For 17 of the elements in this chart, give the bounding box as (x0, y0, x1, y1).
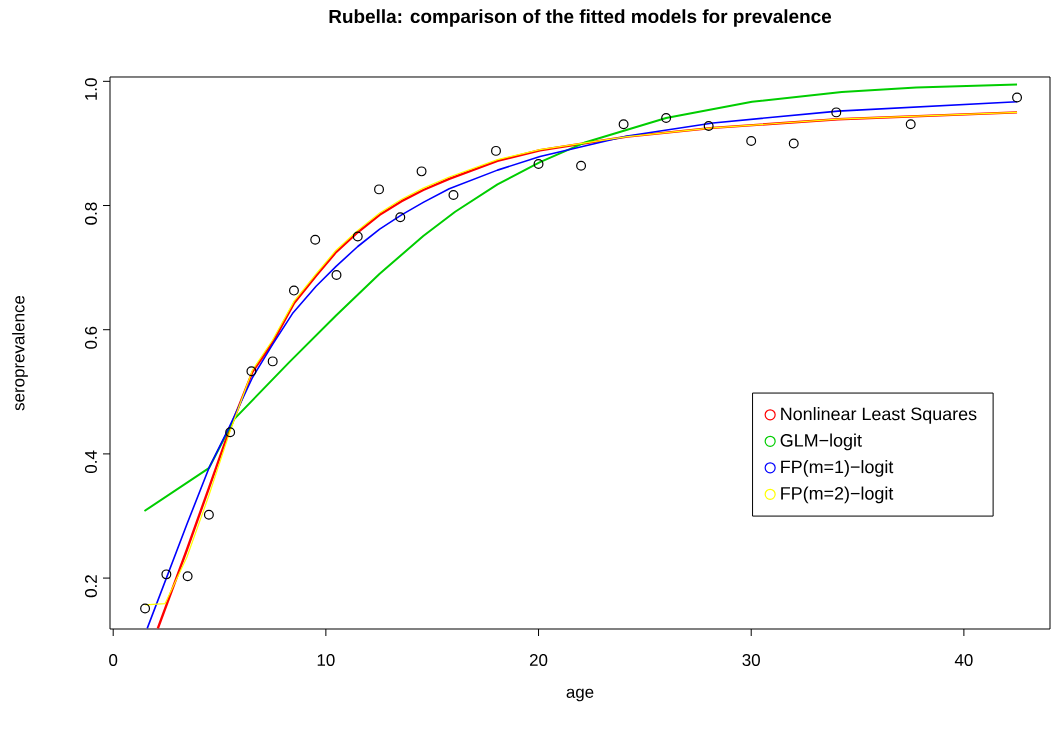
x-axis-title: age (566, 688, 594, 702)
x-tick-label: 40 (954, 654, 973, 667)
legend-label: FP(m=2)−logit (781, 486, 894, 504)
x-tick-label: 0 (109, 654, 118, 667)
y-tick-label: 1.0 (84, 78, 97, 100)
x-tick-label: 30 (742, 654, 760, 667)
legend-label: FP(m=1)−logit (781, 460, 894, 477)
y-tick-label: 0.4 (84, 450, 97, 474)
legend-label: Nonlinear Least Squares (781, 407, 977, 424)
y-tick-label: 0.6 (84, 326, 97, 349)
x-tick-label: 20 (529, 654, 548, 667)
y-axis-title: seroprevalence (12, 295, 28, 411)
chart-title: Rubella: comparison of the fitted models for prevalence (329, 9, 832, 27)
y-tick-label: 0.2 (84, 575, 97, 598)
x-tick-label: 10 (317, 654, 335, 667)
y-tick-label: 0.8 (84, 202, 97, 225)
legend-label: GLM−logit (780, 433, 862, 451)
